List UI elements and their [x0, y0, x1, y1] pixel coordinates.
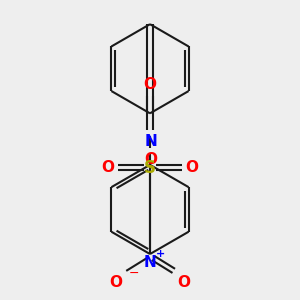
- Text: S: S: [144, 159, 156, 177]
- Text: O: O: [145, 152, 158, 167]
- Text: O: O: [186, 160, 199, 175]
- Text: N: N: [145, 134, 158, 149]
- Text: O: O: [143, 76, 157, 92]
- Text: O: O: [178, 275, 191, 290]
- Text: N: N: [144, 255, 156, 270]
- Text: +: +: [156, 249, 165, 259]
- Text: O: O: [101, 160, 114, 175]
- Text: −: −: [128, 267, 139, 280]
- Text: O: O: [109, 275, 122, 290]
